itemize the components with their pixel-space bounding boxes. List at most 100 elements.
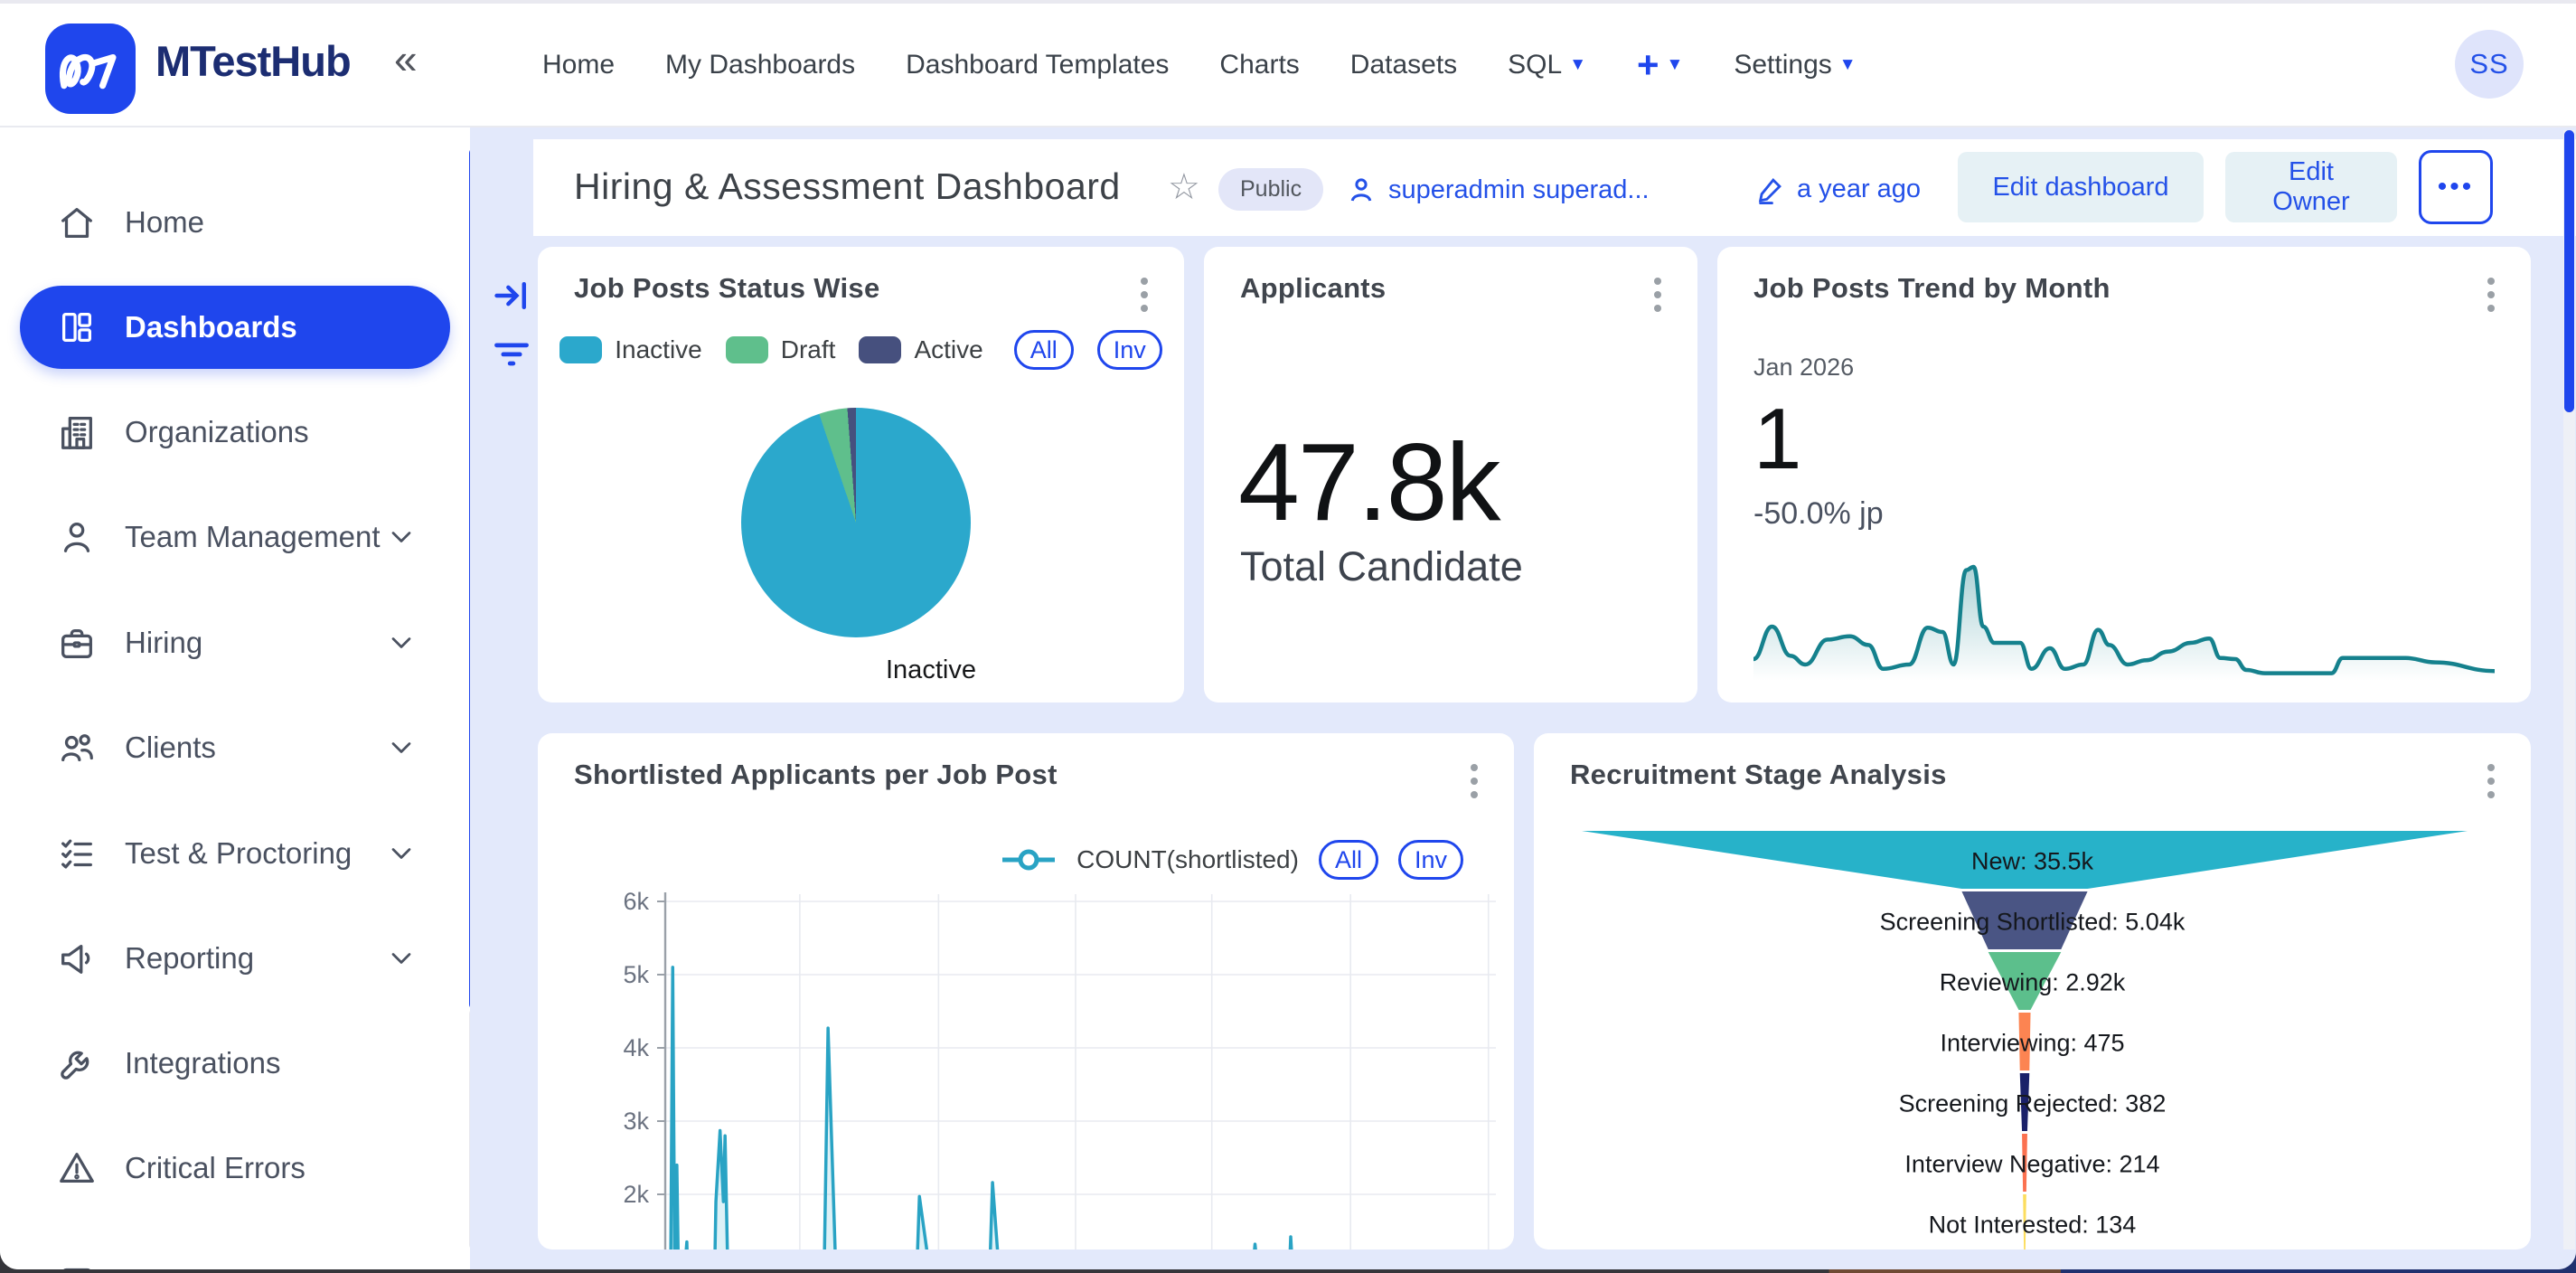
nav-item-add[interactable]: +▼ <box>1637 52 1683 79</box>
team-icon <box>56 516 98 558</box>
legend-item-draft[interactable]: Draft <box>726 335 836 364</box>
home-icon <box>56 202 98 243</box>
expand-filter-panel-icon[interactable] <box>492 276 531 316</box>
nav-item-label: Dashboard Templates <box>906 50 1169 80</box>
logo-row: MTestHub « <box>0 4 470 126</box>
integrations-icon <box>56 1042 98 1084</box>
sidebar-item-organizations[interactable]: Organizations <box>20 391 450 474</box>
user-icon <box>1345 174 1377 206</box>
sidebar-item-dashboards[interactable]: Dashboards <box>20 286 450 369</box>
app-window: MTestHub « Home Dashboards Organizations Te… <box>0 0 2576 1269</box>
critical-icon <box>56 1147 98 1189</box>
nav-item-dashboard-templates[interactable]: Dashboard Templates <box>906 50 1169 80</box>
chevron-down-icon <box>385 731 418 764</box>
funnel-stage-label: Screening Rejected: 382 <box>1534 1090 2531 1118</box>
page-scrollbar-thumb[interactable] <box>2564 130 2574 412</box>
sidebar-item-critical-errors[interactable]: Critical Errors <box>20 1127 450 1210</box>
sidebar-item-reporting[interactable]: Reporting <box>20 917 450 1000</box>
sidebar-item-clients[interactable]: Clients <box>20 706 450 789</box>
page-scrollbar-track[interactable] <box>2563 130 2575 1249</box>
last-modified-link[interactable]: a year ago <box>1755 174 1921 204</box>
pie-all-button[interactable]: All <box>1014 330 1074 370</box>
svg-text:3k: 3k <box>623 1108 649 1135</box>
applicants-subtitle: Total Candidate <box>1240 543 1523 590</box>
chevron-down-icon: ▼ <box>1569 55 1586 75</box>
nav-item-my-dashboards[interactable]: My Dashboards <box>665 50 855 80</box>
chevron-down-icon <box>385 837 418 870</box>
page-title: Hiring & Assessment Dashboard <box>574 165 1121 208</box>
card-recruitment-funnel: Recruitment Stage Analysis New: 35.5kScr… <box>1534 733 2531 1249</box>
dashboard-titlebar: Hiring & Assessment Dashboard ☆ Public s… <box>533 139 2576 236</box>
sidebar-item-test-proctoring[interactable]: Test & Proctoring <box>20 812 450 895</box>
svg-text:2k: 2k <box>623 1181 649 1208</box>
legend-swatch <box>559 336 602 363</box>
legend-label: Active <box>914 335 982 364</box>
nav-item-label: + <box>1637 52 1659 79</box>
visibility-badge: Public <box>1218 168 1323 211</box>
sidebar-item-team-management[interactable]: Team Management <box>20 495 450 579</box>
nav-item-label: Home <box>542 50 615 80</box>
brand-logo-icon <box>45 24 136 114</box>
sidebar-collapse-icon[interactable]: « <box>394 34 418 83</box>
sidebar-item-partial[interactable] <box>20 1239 450 1269</box>
sidebar-item-home[interactable]: Home <box>20 181 450 264</box>
panel-icon <box>56 1259 98 1269</box>
pie-chart[interactable] <box>741 408 971 637</box>
trend-period: Jan 2026 <box>1753 354 1854 382</box>
sidebar-item-label: Test & Proctoring <box>125 836 352 871</box>
card-shortlisted: Shortlisted Applicants per Job Post COUN… <box>538 733 1514 1249</box>
trend-delta: -50.0% jp <box>1753 496 1884 532</box>
funnel-stage-label: Not Interested: 134 <box>1534 1212 2531 1240</box>
filter-icon[interactable] <box>492 334 531 373</box>
owner-link[interactable]: superadmin superad... <box>1345 174 1650 206</box>
nav-item-charts[interactable]: Charts <box>1219 50 1299 80</box>
legend-swatch <box>726 336 768 363</box>
brand-name: MTestHub <box>155 36 351 86</box>
edit-dashboard-button[interactable]: Edit dashboard <box>1958 152 2204 222</box>
sidebar-item-label: Reporting <box>125 941 254 976</box>
trend-sparkline-chart[interactable] <box>1753 561 2495 681</box>
more-actions-button[interactable]: ••• <box>2419 150 2493 224</box>
main-content: Hiring & Assessment Dashboard ☆ Public s… <box>470 127 2576 1269</box>
legend-item-active[interactable]: Active <box>859 335 982 364</box>
nav-item-sql[interactable]: SQL▼ <box>1508 50 1586 80</box>
legend-item-inactive[interactable]: Inactive <box>559 335 702 364</box>
funnel-stage-label: Interview Negative: 214 <box>1534 1151 2531 1179</box>
top-navbar: Home My Dashboards Dashboard Templates Char… <box>470 4 2576 126</box>
svg-text:5k: 5k <box>623 961 649 988</box>
funnel-stage-label: Reviewing: 2.92k <box>1534 969 2531 997</box>
sidebar-item-hiring[interactable]: Hiring <box>20 601 450 684</box>
nav-item-settings[interactable]: Settings▼ <box>1734 50 1856 80</box>
favorite-star-icon[interactable]: ☆ <box>1168 166 1200 208</box>
edit-owner-button[interactable]: Edit Owner <box>2225 152 2397 222</box>
chevron-down-icon: ▼ <box>1667 52 1684 79</box>
funnel-stage-label: Screening Shortlisted: 5.04k <box>1534 909 2531 937</box>
legend-label: Inactive <box>615 335 702 364</box>
sidebar-item-integrations[interactable]: Integrations <box>20 1022 450 1105</box>
funnel-stage-label: Interviewing: 475 <box>1534 1030 2531 1058</box>
shortlisted-area-chart[interactable]: 6k5k4k3k2k <box>538 733 1514 1249</box>
pie-inv-button[interactable]: Inv <box>1097 330 1162 370</box>
sidebar-item-label: Home <box>125 205 204 240</box>
nav-item-home[interactable]: Home <box>542 50 615 80</box>
nav-item-datasets[interactable]: Datasets <box>1350 50 1457 80</box>
sidebar-item-label: Team Management <box>125 520 380 554</box>
card-title: Job Posts Status Wise <box>574 272 880 305</box>
trend-value: 1 <box>1753 390 1801 489</box>
nav-item-label: Settings <box>1734 50 1831 80</box>
card-applicants: Applicants 47.8k Total Candidate <box>1204 247 1697 703</box>
legend-swatch <box>859 336 901 363</box>
legend-label: Draft <box>781 335 836 364</box>
pie-legend: Inactive Draft Active All Inv <box>538 330 1184 370</box>
card-job-posts-status: Job Posts Status Wise Inactive Draft Activ… <box>538 247 1184 703</box>
card-menu-icon[interactable] <box>2482 272 2500 317</box>
sidebar-item-label: Critical Errors <box>125 1151 306 1185</box>
modified-text: a year ago <box>1797 174 1921 204</box>
card-menu-icon[interactable] <box>1649 272 1667 317</box>
card-title: Applicants <box>1240 272 1386 305</box>
nav-item-label: Datasets <box>1350 50 1457 80</box>
card-menu-icon[interactable] <box>1135 272 1153 317</box>
sidebar-item-label: Clients <box>125 731 216 765</box>
user-avatar[interactable]: SS <box>2455 30 2524 99</box>
nav-items: Home My Dashboards Dashboard Templates Char… <box>470 50 1857 80</box>
